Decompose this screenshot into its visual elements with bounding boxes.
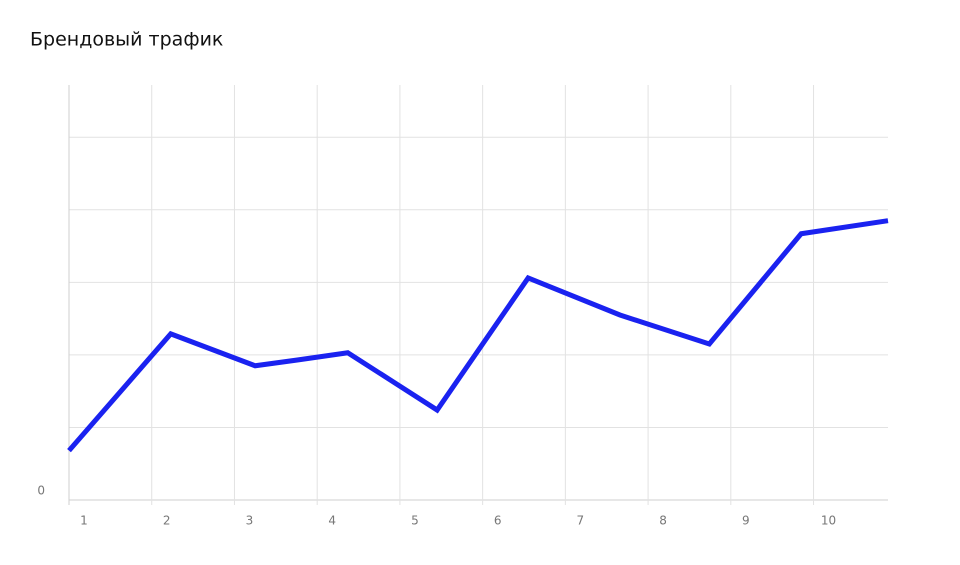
x-tick-label: 2: [163, 514, 171, 528]
x-tick-label: 4: [328, 514, 336, 528]
x-tick-label: 8: [659, 514, 667, 528]
x-tick-label: 6: [494, 514, 502, 528]
x-tick-label: 1: [80, 514, 88, 528]
x-tick-label: 7: [577, 514, 585, 528]
data-line: [67, 218, 889, 453]
x-tick-label: 10: [821, 514, 836, 528]
chart-title: Брендовый трафик: [30, 29, 223, 51]
x-tick-label: 5: [411, 514, 419, 528]
x-tick-label: 3: [246, 514, 254, 528]
y-tick-label: 0: [37, 484, 45, 498]
x-tick-label: 9: [742, 514, 750, 528]
